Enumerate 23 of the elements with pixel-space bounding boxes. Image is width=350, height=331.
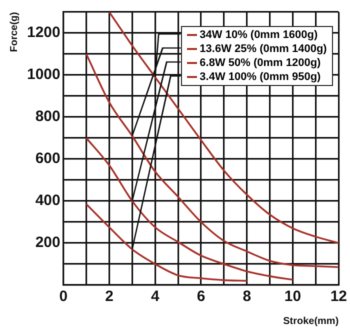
- y-tick-label: 1200: [26, 24, 60, 42]
- x-axis-title: Stroke(mm): [283, 316, 339, 327]
- y-tick-label: 800: [35, 108, 60, 126]
- y-axis-title: Force(g): [8, 12, 20, 52]
- x-tick-label: 2: [105, 288, 114, 306]
- x-tick-label: 0: [59, 288, 68, 306]
- legend-label: 34W 10% (0mm 1600g): [200, 29, 318, 41]
- line-series: [85, 203, 248, 282]
- y-tick-label: 200: [35, 234, 60, 252]
- x-tick-label: 12: [330, 288, 347, 306]
- x-tick-label: 6: [196, 288, 206, 306]
- legend-label: 13.6W 25% (0mm 1400g): [200, 43, 327, 55]
- line-series: [108, 12, 339, 244]
- legend-label: 3.4W 100% (0mm 950g): [200, 71, 321, 83]
- y-tick-label: 1000: [26, 66, 60, 84]
- y-tick-label: 600: [35, 150, 60, 168]
- x-tick-label: 8: [242, 288, 252, 306]
- line-series: [85, 53, 339, 268]
- y-tick-label: 400: [35, 192, 60, 210]
- x-tick-label: 4: [150, 288, 160, 306]
- line-series: [85, 137, 294, 281]
- legend-label: 6.8W 50% (0mm 1200g): [200, 57, 321, 69]
- x-tick-label: 10: [284, 288, 302, 306]
